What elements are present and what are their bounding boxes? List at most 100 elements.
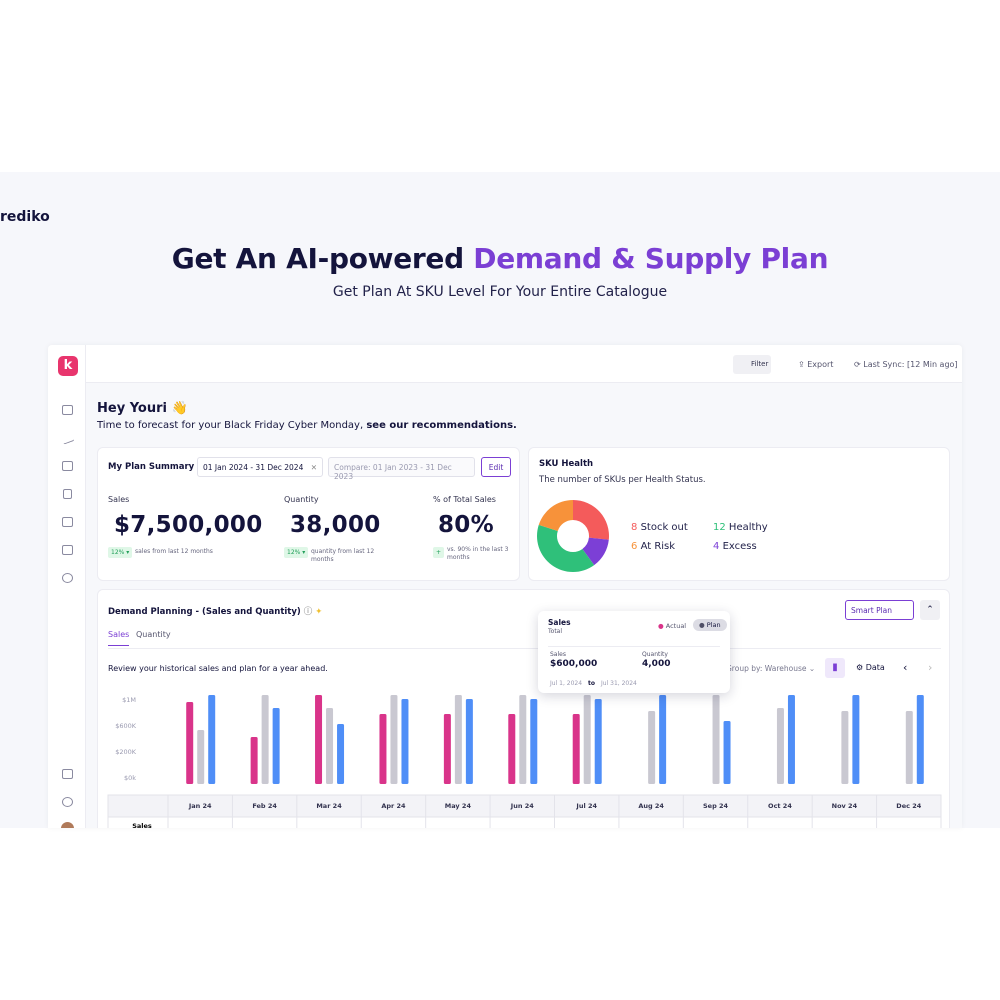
decoration: ⓘ <box>303 607 313 617</box>
decoration: ● <box>658 622 664 630</box>
bar <box>723 721 731 784</box>
chart-tooltip: Sales Total ● Actual ● Plan Sales $600,0… <box>538 611 730 693</box>
greeting: Hey Youri 👋 <box>97 401 188 416</box>
x-axis-label: Feb 24 <box>252 802 277 810</box>
nav-icon[interactable] <box>62 405 73 415</box>
card-subtitle: The number of SKUs per Health Status. <box>539 475 706 485</box>
bar <box>659 694 667 784</box>
bar <box>519 694 527 784</box>
prompt-text: Time to forecast for your Black Friday C… <box>97 420 364 431</box>
divider <box>548 646 720 647</box>
chart-toggle[interactable]: ▮ <box>825 658 845 678</box>
metric-value: 80% <box>438 512 494 538</box>
x-axis-label: Dec 24 <box>896 802 921 810</box>
date-range[interactable]: 01 Jan 2024 - 31 Dec 2024 ✕ <box>197 457 323 477</box>
health-donut <box>537 500 609 572</box>
demand-chart: $1M $600K $200K $0k Sales Jan 24 Feb 24 Mar 24 A… <box>107 694 942 828</box>
export-label: Export <box>807 360 834 369</box>
nav-icon[interactable] <box>62 517 73 527</box>
nav-icon[interactable] <box>62 573 73 583</box>
x-axis-label: Apr 24 <box>381 802 406 810</box>
bar <box>530 698 538 784</box>
metric-note: sales from last 12 months <box>135 548 213 555</box>
decoration: ● <box>699 621 705 629</box>
x-axis-label: May 24 <box>445 802 472 810</box>
legend-label: Actual <box>665 622 687 630</box>
nav-icon[interactable] <box>62 797 73 807</box>
headline: Get An AI-powered Demand & Supply Plan <box>0 242 1000 275</box>
y-axis-label: $200K <box>115 748 137 756</box>
recommendations-link[interactable]: see our recommendations. <box>366 420 517 431</box>
bar <box>186 702 194 784</box>
demand-title: Demand Planning - (Sales and Quantity) <box>108 607 301 617</box>
legend-label: Healthy <box>728 522 768 533</box>
bar <box>905 711 913 784</box>
nav-icon[interactable] <box>62 769 73 779</box>
legend-plan: ● Plan <box>693 619 727 631</box>
nav-icon[interactable] <box>60 431 75 445</box>
bar <box>454 694 462 784</box>
legend-actual: ● Actual <box>658 622 686 630</box>
metric-note: quantity from last 12 months <box>311 548 375 563</box>
next-button[interactable]: › <box>928 661 933 674</box>
tooltip-title: Sales <box>548 618 571 627</box>
prev-button[interactable]: ‹ <box>903 661 908 674</box>
top-bar: Filter ⇪ Export ⟳ Last Sync: [12 Min ago… <box>86 345 962 383</box>
decoration: ✦ <box>315 607 323 617</box>
sidebar: k <box>48 345 86 828</box>
metric-label: % of Total Sales <box>433 495 496 504</box>
metric-value: 38,000 <box>290 512 381 538</box>
legend-count: 6 <box>631 541 638 552</box>
sku-health-card: SKU Health The number of SKUs per Health… <box>528 447 950 581</box>
tooltip-subtitle: Total <box>548 628 563 635</box>
card-title: Demand Planning - (Sales and Quantity) ⓘ… <box>108 605 322 617</box>
collapse-button[interactable]: ⌃ <box>920 600 940 620</box>
compare-range[interactable]: Compare: 01 Jan 2023 - 31 Dec 2023 <box>328 457 475 481</box>
legend-label: Excess <box>722 541 757 552</box>
demand-card: Demand Planning - (Sales and Quantity) ⓘ… <box>97 589 950 828</box>
headline-highlight: Demand & Supply Plan <box>473 242 829 275</box>
date-from: Jul 1, 2024 <box>550 680 583 687</box>
subheadline: Get Plan At SKU Level For Your Entire Ca… <box>332 284 668 300</box>
headline-text: Get An AI-powered <box>171 242 464 275</box>
filter-button[interactable]: Filter <box>733 355 771 374</box>
bar <box>841 711 849 784</box>
edit-button[interactable]: Edit <box>481 457 511 477</box>
bar <box>776 707 784 784</box>
export-button[interactable]: ⇪ Export <box>798 360 834 369</box>
group-by[interactable]: Group by: Warehouse ⌄ <box>726 664 816 673</box>
date-to-word: to <box>588 680 595 687</box>
legend-item: 12 Healthy <box>713 522 768 533</box>
smart-plan-button[interactable]: Smart Plan <box>845 600 914 620</box>
nav-icon[interactable] <box>62 461 73 471</box>
legend-count: 12 <box>713 522 726 533</box>
avatar[interactable] <box>61 822 74 828</box>
table-row <box>107 816 942 828</box>
donut-segment <box>537 524 595 572</box>
description: Review your historical sales and plan fo… <box>108 664 328 673</box>
sync-label: Last Sync: [12 Min ago] <box>863 360 958 369</box>
sales-label: Sales <box>550 651 566 658</box>
data-button[interactable]: ⚙ Data <box>856 663 885 672</box>
tab-active[interactable]: Sales <box>108 630 130 646</box>
metric-value: $7,500,000 <box>114 512 263 538</box>
x-axis-label: Jan 24 <box>188 802 212 810</box>
bar <box>250 736 258 784</box>
nav-icon[interactable] <box>63 489 72 499</box>
nav-icon[interactable] <box>62 545 73 555</box>
tab-divider <box>108 648 941 649</box>
bar <box>272 707 280 784</box>
logo[interactable]: k <box>58 356 78 376</box>
app-window: k Filter ⇪ Export ⟳ Last Sync: [12 Min a… <box>48 345 962 828</box>
donut-segment <box>582 537 609 566</box>
sync-status: ⟳ Last Sync: [12 Min ago] <box>854 360 958 369</box>
bar <box>390 694 398 784</box>
sales-value: $600,000 <box>550 659 598 669</box>
decoration: ✕ <box>310 463 317 472</box>
tab[interactable]: Quantity <box>136 630 171 639</box>
brand: rediko <box>0 209 50 225</box>
metric-badge: 12% ▾ <box>284 547 309 558</box>
prompt: Time to forecast for your Black Friday C… <box>97 420 517 431</box>
bar <box>326 707 334 784</box>
